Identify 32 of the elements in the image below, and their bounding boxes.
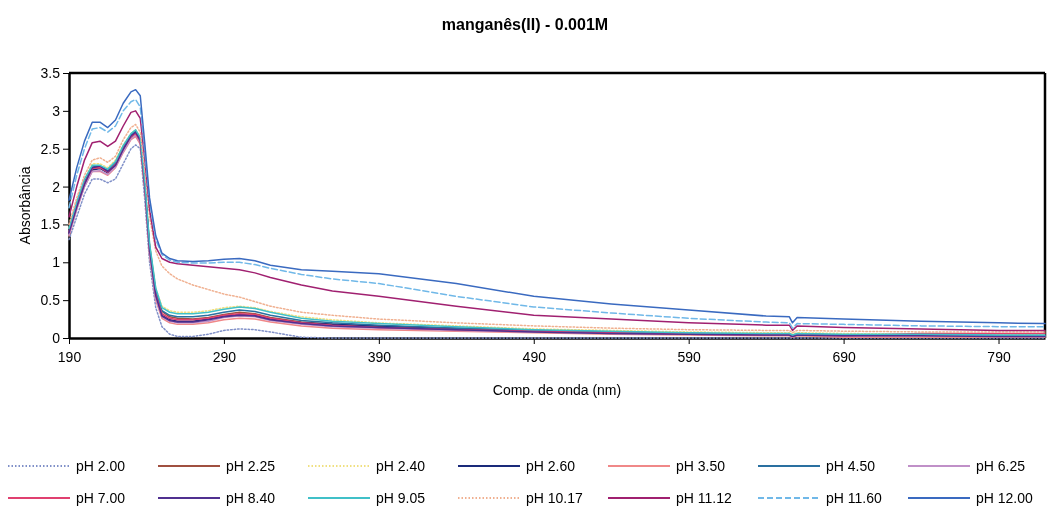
y-tick-label: 0.5 (40, 292, 61, 309)
legend-label: pH 2.40 (376, 458, 426, 474)
x-tick-label: 190 (57, 349, 82, 366)
y-tick-label: 2 (52, 178, 61, 195)
chart-title: manganês(II) - 0.001M (441, 16, 609, 33)
y-tick-label: 2.5 (40, 140, 61, 157)
legend-label: pH 8.40 (226, 490, 276, 506)
x-tick-label: 390 (367, 349, 392, 366)
y-tick-label: 3.5 (40, 64, 61, 81)
legend-label: pH 3.50 (676, 458, 726, 474)
legend-label: pH 12.00 (976, 490, 1034, 506)
legend-label: pH 2.00 (76, 458, 126, 474)
legend-label: pH 11.12 (676, 490, 732, 506)
legend-label: pH 6.25 (976, 458, 1026, 474)
x-axis-title: Comp. de onda (nm) (492, 382, 622, 398)
legend-label: pH 9.05 (376, 490, 426, 506)
y-tick-label: 1 (52, 254, 61, 271)
legend-label: pH 11.60 (826, 490, 882, 506)
legend-label: pH 2.60 (526, 458, 576, 474)
x-tick-label: 490 (522, 349, 547, 366)
y-tick-label: 1.5 (40, 216, 61, 233)
y-tick-label: 3 (52, 102, 61, 119)
x-tick-label: 790 (987, 349, 1011, 366)
legend-label: pH 2.25 (226, 458, 276, 474)
y-tick-label: 0 (52, 329, 61, 346)
x-tick-label: 290 (212, 349, 237, 366)
x-tick-label: 590 (677, 349, 702, 366)
legend-label: pH 10.17 (526, 490, 584, 506)
legend-label: pH 4.50 (826, 458, 876, 474)
legend-label: pH 7.00 (76, 490, 126, 506)
y-axis-title: Absorbância (17, 166, 33, 245)
x-tick-label: 690 (832, 349, 856, 366)
